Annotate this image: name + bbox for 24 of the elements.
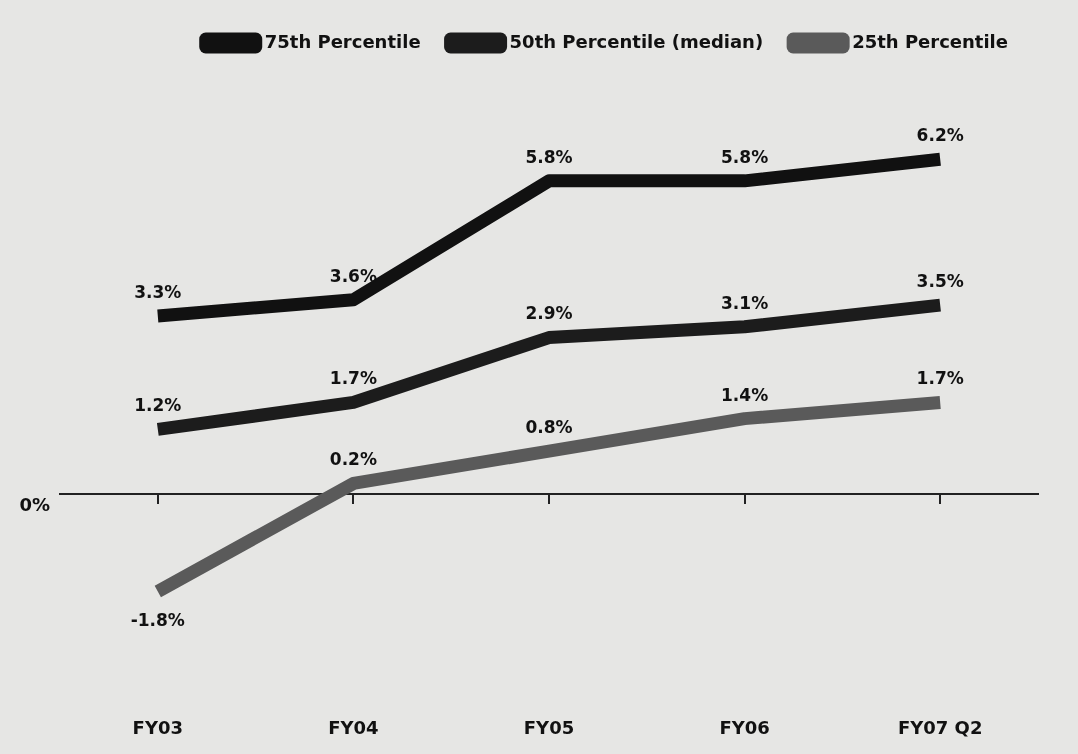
data-label: 5.8%: [525, 146, 573, 167]
data-label: 2.9%: [525, 303, 573, 324]
x-tick-label: FY06: [719, 716, 770, 738]
data-label: 1.2%: [134, 395, 182, 416]
legend-label: 50th Percentile (median): [509, 30, 764, 52]
data-label: 1.7%: [329, 368, 377, 389]
x-tick-label: FY04: [328, 716, 379, 738]
legend-label: 75th Percentile: [264, 30, 421, 52]
data-label: 3.1%: [721, 292, 769, 313]
text: 0%: [19, 493, 50, 515]
data-label: 1.4%: [721, 384, 769, 405]
data-label: 0.8%: [525, 416, 573, 437]
x-tick-label: FY05: [523, 716, 575, 738]
data-label: 0.2%: [329, 449, 377, 470]
data-label: 3.6%: [329, 265, 377, 286]
legend-label: 25th Percentile: [852, 30, 1008, 52]
data-label: -1.8%: [130, 610, 185, 631]
data-label: 6.2%: [916, 125, 964, 146]
x-tick-label: FY03: [132, 716, 183, 738]
x-tick-label: FY07 Q2: [897, 716, 983, 738]
data-label: 3.5%: [916, 271, 964, 292]
data-label: 1.7%: [916, 368, 964, 389]
data-label: 5.8%: [721, 146, 769, 167]
data-label: 3.3%: [134, 281, 182, 302]
